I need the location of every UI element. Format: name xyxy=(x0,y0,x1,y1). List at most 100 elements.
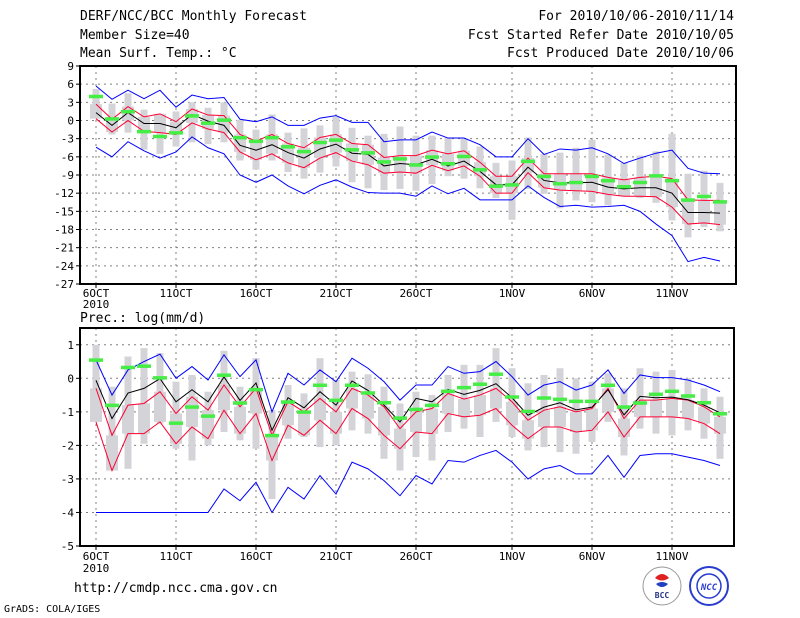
observed-marker xyxy=(457,154,471,159)
ensemble-whisker xyxy=(108,386,116,461)
observed-marker xyxy=(665,178,679,183)
ensemble-box xyxy=(458,399,470,417)
ensemble-whisker xyxy=(620,162,628,195)
ensemble-whisker xyxy=(156,353,164,424)
observed-marker xyxy=(153,134,167,139)
observed-marker xyxy=(425,403,439,408)
observed-marker xyxy=(121,109,135,114)
observed-marker xyxy=(633,401,647,405)
ensemble-box xyxy=(650,400,662,417)
observed-marker xyxy=(137,364,151,368)
source-url[interactable]: http://cmdp.ncc.cma.gov.cn xyxy=(74,581,278,596)
observed-marker xyxy=(617,405,631,409)
observed-marker xyxy=(681,198,695,202)
x-tick-year: 2010 xyxy=(83,562,110,575)
chart-title: DERF/NCC/BCC Monthly Forecast xyxy=(80,9,307,24)
x-tick-label: 11OCT xyxy=(159,550,192,563)
observed-marker xyxy=(457,385,471,390)
series-line-max xyxy=(95,353,721,414)
observed-marker xyxy=(505,183,519,187)
series-line-mean xyxy=(95,112,721,214)
observed-marker xyxy=(153,376,167,380)
ensemble-box xyxy=(698,200,710,223)
observed-marker xyxy=(553,181,567,186)
observed-marker xyxy=(249,139,263,144)
observed-marker xyxy=(201,414,215,418)
observed-marker xyxy=(137,129,151,134)
ensemble-box xyxy=(554,406,566,427)
precip-variable-label: Prec.: log(mm/d) xyxy=(80,311,206,326)
ensemble-box xyxy=(170,413,182,444)
ensemble-box xyxy=(122,405,134,434)
observed-marker xyxy=(281,400,295,404)
observed-marker xyxy=(713,412,727,416)
observed-marker xyxy=(377,400,391,405)
ensemble-box xyxy=(410,411,422,432)
ensemble-whisker xyxy=(92,344,100,397)
x-tick-label: 1NOV xyxy=(499,550,526,563)
observed-marker xyxy=(665,389,679,394)
ensemble-box xyxy=(634,177,646,197)
y-tick-label: -1 xyxy=(61,406,74,419)
observed-marker xyxy=(697,194,711,199)
observed-marker xyxy=(489,184,503,188)
y-tick-label: -18 xyxy=(54,224,74,237)
x-tick-label: 21OCT xyxy=(319,287,352,300)
plot-frame xyxy=(79,65,737,285)
forecast-period: For 2010/10/06-2010/11/14 xyxy=(538,9,734,24)
ensemble-box xyxy=(666,398,678,417)
x-tick-label: 26OCT xyxy=(399,550,432,563)
ensemble-box xyxy=(362,395,374,419)
ensemble-box xyxy=(682,400,694,419)
ensemble-box xyxy=(186,396,198,427)
observed-marker xyxy=(649,174,663,178)
observed-marker xyxy=(201,121,215,125)
ensemble-whisker xyxy=(588,139,596,203)
ensemble-box xyxy=(586,408,598,431)
y-tick-label: 9 xyxy=(67,60,74,73)
ensemble-box xyxy=(698,406,710,424)
ensemble-box xyxy=(298,411,310,436)
series-line-upper xyxy=(95,103,720,201)
observed-marker xyxy=(89,358,103,362)
observed-marker xyxy=(425,155,439,159)
series-line-upper xyxy=(95,384,721,437)
y-tick-label: -27 xyxy=(54,278,74,291)
series-line-lower xyxy=(95,407,721,472)
ensemble-box xyxy=(506,401,518,426)
ensemble-box xyxy=(378,406,390,436)
observed-marker xyxy=(249,387,263,392)
grads-credit: GrADS: COLA/IGES xyxy=(4,604,101,615)
series-line-min xyxy=(96,449,721,514)
observed-marker xyxy=(633,180,647,185)
series-line-max xyxy=(95,85,721,175)
x-tick-label: 6NOV xyxy=(579,287,606,300)
observed-marker xyxy=(361,151,375,155)
observed-marker xyxy=(361,391,375,395)
observed-marker xyxy=(553,397,567,402)
x-tick-label: 16OCT xyxy=(239,287,272,300)
y-tick-label: -3 xyxy=(61,133,74,146)
ensemble-box xyxy=(490,388,502,409)
observed-marker xyxy=(681,394,695,398)
observed-marker xyxy=(489,372,503,376)
ensemble-box xyxy=(90,388,102,422)
ensemble-box xyxy=(154,391,166,422)
x-tick-label: 1NOV xyxy=(499,287,526,300)
observed-marker xyxy=(169,421,183,425)
ensemble-box xyxy=(442,393,454,414)
ensemble-box xyxy=(426,408,438,434)
ensemble-box xyxy=(570,411,582,432)
ensemble-box xyxy=(538,410,550,427)
observed-marker xyxy=(409,163,423,167)
ensemble-box xyxy=(714,200,726,225)
observed-marker xyxy=(313,140,327,145)
ensemble-box xyxy=(314,398,326,421)
observed-marker xyxy=(649,392,663,397)
series-line-min xyxy=(95,136,721,263)
observed-marker xyxy=(89,94,103,99)
observed-marker xyxy=(377,160,391,164)
y-tick-label: -21 xyxy=(54,242,74,255)
temp-variable-label: Mean Surf. Temp.: °C xyxy=(80,46,237,61)
y-tick-label: 0 xyxy=(67,372,74,385)
